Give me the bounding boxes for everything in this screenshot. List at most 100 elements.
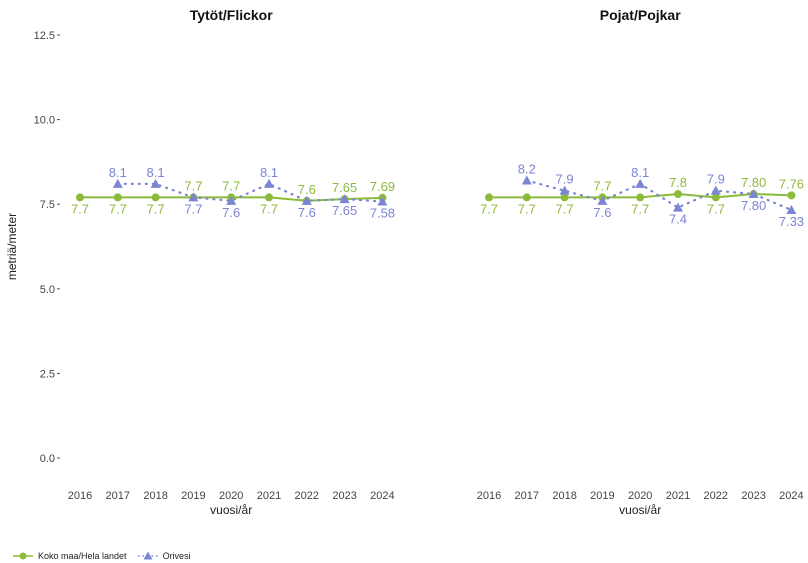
data-point-koko-maa — [485, 193, 493, 202]
x-tick-label: 2023 — [332, 490, 356, 502]
panel-title: Pojat/Pojkar — [600, 7, 681, 23]
data-label-koko-maa: 7.7 — [631, 201, 649, 216]
data-point-orivesi — [377, 196, 388, 206]
y-tick-label: 12.5 — [34, 30, 55, 42]
data-label-koko-maa: 7.7 — [556, 201, 574, 216]
x-tick-label: 2017 — [106, 490, 130, 502]
data-label-orivesi: 7.9 — [556, 172, 574, 187]
legend-swatch-triangle — [137, 551, 158, 560]
data-point-orivesi — [559, 185, 570, 195]
data-point-koko-maa — [113, 193, 122, 202]
data-point-koko-maa — [265, 193, 273, 202]
legend-swatch-circle — [13, 552, 33, 560]
data-label-orivesi: 7.33 — [779, 214, 804, 229]
data-label-koko-maa: 7.6 — [298, 182, 316, 197]
data-point-orivesi — [150, 178, 161, 188]
legend-item-orivesi: Orivesi — [137, 550, 191, 562]
data-label-koko-maa: 7.76 — [779, 176, 804, 191]
data-label-orivesi: 7.6 — [222, 205, 240, 220]
data-point-orivesi — [635, 178, 646, 188]
legend: Koko maa/Hela landet Orivesi — [12, 549, 201, 563]
data-point-orivesi — [226, 195, 237, 205]
y-axis-label: metriä/meter — [5, 213, 19, 280]
data-label-orivesi: 7.58 — [370, 205, 395, 220]
x-tick-label: 2018 — [552, 490, 576, 502]
legend-label-koko-maa: Koko maa/Hela landet — [38, 551, 127, 561]
data-point-koko-maa — [560, 193, 569, 202]
data-point-orivesi — [339, 194, 350, 204]
data-point-orivesi — [673, 202, 683, 212]
data-point-orivesi — [710, 185, 721, 195]
data-point-koko-maa — [674, 190, 682, 199]
data-point-koko-maa — [522, 193, 531, 202]
y-tick-label: 10.0 — [34, 115, 55, 127]
data-point-orivesi — [748, 189, 759, 199]
x-tick-label: 2016 — [477, 490, 501, 502]
data-label-koko-maa: 7.7 — [184, 178, 202, 193]
data-label-orivesi: 7.6 — [298, 205, 316, 220]
series-line-orivesi — [116, 182, 384, 203]
data-point-orivesi — [521, 175, 532, 185]
x-tick-label: 2024 — [370, 490, 394, 502]
data-label-orivesi: 8.1 — [147, 165, 165, 180]
data-point-orivesi — [786, 204, 797, 214]
data-label-orivesi: 8.1 — [260, 165, 278, 180]
data-point-orivesi — [112, 178, 123, 188]
x-tick-label: 2022 — [704, 490, 728, 502]
data-point-koko-maa — [711, 193, 720, 202]
x-tick-label: 2021 — [666, 490, 690, 502]
panel-title: Tytöt/Flickor — [190, 7, 274, 23]
data-label-orivesi: 7.65 — [332, 203, 357, 218]
data-label-koko-maa: 7.7 — [222, 178, 240, 193]
data-point-orivesi — [188, 192, 199, 202]
data-label-koko-maa: 7.69 — [370, 179, 395, 194]
x-tick-label: 2017 — [515, 490, 539, 502]
series-line-orivesi — [525, 179, 793, 212]
data-label-koko-maa: 7.7 — [480, 201, 498, 216]
data-point-koko-maa — [636, 193, 645, 202]
x-tick-label: 2019 — [590, 490, 614, 502]
x-tick-label: 2020 — [628, 490, 652, 502]
data-label-koko-maa: 7.7 — [593, 178, 611, 193]
x-tick-label: 2022 — [295, 490, 319, 502]
data-label-koko-maa: 7.7 — [147, 201, 165, 216]
data-point-koko-maa — [151, 193, 160, 202]
data-label-orivesi: 7.80 — [741, 198, 766, 213]
data-label-koko-maa: 7.8 — [669, 175, 687, 190]
data-label-koko-maa: 7.7 — [71, 201, 89, 216]
data-label-orivesi: 8.2 — [518, 162, 536, 177]
x-axis-label: vuosi/år — [210, 503, 252, 517]
data-label-koko-maa: 7.7 — [109, 201, 127, 216]
legend-label-orivesi: Orivesi — [162, 551, 191, 561]
x-tick-label: 2018 — [143, 490, 167, 502]
data-label-koko-maa: 7.80 — [741, 175, 766, 190]
data-label-orivesi: 7.9 — [707, 172, 725, 187]
data-label-orivesi: 7.6 — [593, 205, 611, 220]
data-point-orivesi — [301, 195, 312, 205]
data-label-orivesi: 7.4 — [669, 212, 687, 227]
data-label-orivesi: 8.1 — [631, 165, 649, 180]
data-label-koko-maa: 7.7 — [518, 201, 536, 216]
chart-svg: metriä/meter 0.0 2.5 5.0 7.5 10.0 12.5 Tytöt/Fl… — [5, 7, 804, 517]
x-tick-label: 2023 — [741, 490, 765, 502]
x-tick-label: 2024 — [779, 490, 803, 502]
legend-item-koko-maa: Koko maa/Hela landet — [12, 550, 127, 562]
x-axis-label: vuosi/år — [619, 503, 661, 517]
x-tick-label: 2020 — [219, 490, 243, 502]
y-tick-label: 2.5 — [40, 368, 55, 380]
x-tick-label: 2016 — [68, 490, 92, 502]
data-point-koko-maa — [787, 191, 796, 200]
y-tick-label: 0.0 — [40, 453, 55, 465]
data-point-orivesi — [597, 195, 608, 205]
data-label-koko-maa: 7.65 — [332, 180, 357, 195]
data-point-orivesi — [264, 178, 274, 188]
data-label-koko-maa: 7.7 — [707, 201, 725, 216]
y-tick-label: 5.0 — [40, 284, 55, 296]
data-label-koko-maa: 7.7 — [260, 201, 278, 216]
x-tick-label: 2019 — [181, 490, 205, 502]
y-tick-label: 7.5 — [40, 199, 55, 211]
data-point-koko-maa — [76, 193, 84, 202]
data-label-orivesi: 8.1 — [109, 165, 127, 180]
x-tick-label: 2021 — [257, 490, 281, 502]
